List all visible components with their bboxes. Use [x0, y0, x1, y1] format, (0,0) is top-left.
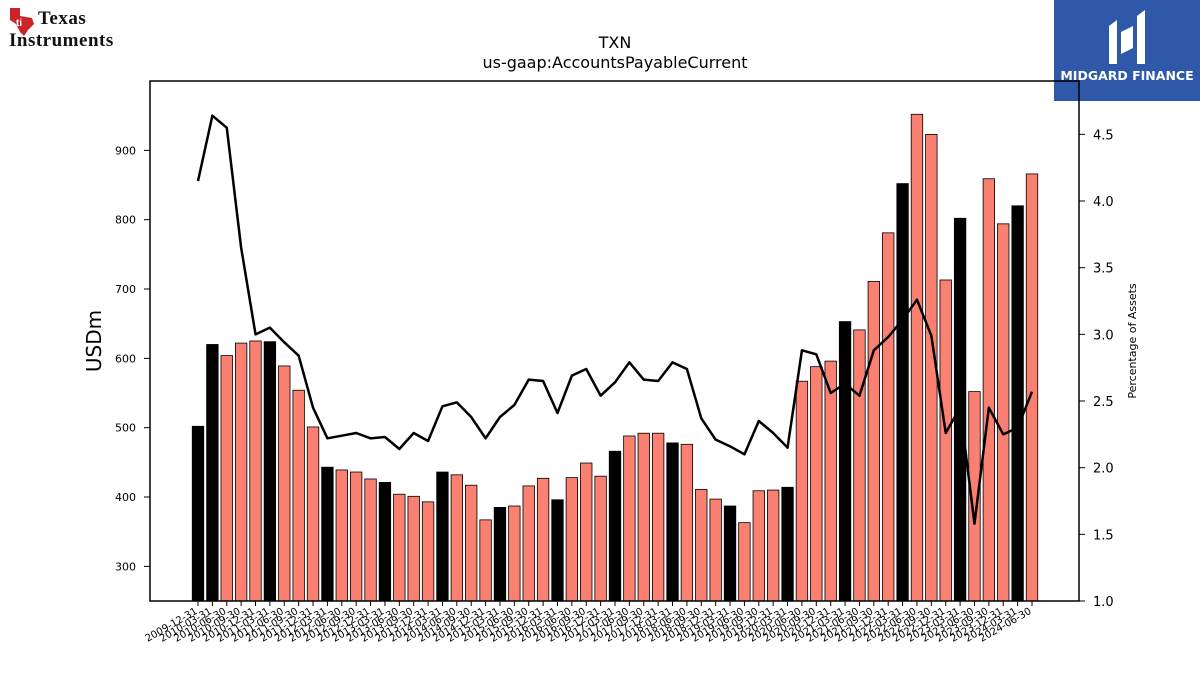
bar-quarter	[249, 340, 262, 602]
bar-quarter	[508, 505, 521, 602]
bar-quarter	[795, 380, 809, 602]
bar-quarter	[421, 501, 435, 602]
bar-quarter	[651, 432, 665, 602]
y-tick-label: 300	[115, 560, 136, 573]
bar-annual	[191, 425, 205, 602]
y2-axis-label: Percentage of Assets	[1126, 283, 1139, 399]
y2-tick-label: 2.5	[1093, 395, 1114, 410]
y2-tick-label: 1.0	[1093, 595, 1114, 610]
bar-quarter	[306, 426, 320, 602]
bar-quarter	[335, 469, 348, 602]
y2-tick-label: 4.5	[1093, 128, 1114, 143]
bar-annual	[896, 183, 909, 602]
bar-quarter	[565, 477, 579, 602]
bar-annual	[493, 506, 507, 602]
bar-quarter	[465, 484, 478, 602]
y2-tick-label: 2.0	[1093, 462, 1114, 477]
bar-quarter	[278, 365, 291, 602]
y-tick-label: 500	[115, 422, 136, 435]
bar-annual	[781, 486, 794, 602]
bar-quarter	[522, 485, 535, 602]
bar-quarter	[982, 178, 996, 602]
bar-annual	[723, 505, 737, 602]
bar-quarter	[350, 471, 363, 602]
bar-quarter	[738, 522, 751, 602]
bar-quarter	[536, 477, 550, 602]
bar-quarter	[594, 475, 607, 602]
ti-logo-line2: Instruments	[9, 30, 114, 51]
bar-quarter	[824, 360, 837, 602]
bar-quarter	[364, 478, 377, 602]
bar-annual	[263, 341, 277, 602]
bar-quarter	[292, 389, 305, 602]
bar-quarter	[680, 443, 694, 602]
bar-quarter	[882, 232, 895, 602]
bar-quarter	[637, 432, 650, 602]
bar-quarter	[810, 366, 823, 602]
midgard-finance-mark-icon	[1109, 10, 1145, 64]
y-axis-right: 1.0 1.5 2.0 2.5 3.0 3.5 4.0 4.5	[1079, 128, 1114, 610]
chart-title: TXN	[598, 33, 632, 52]
bar-annual	[1011, 205, 1024, 602]
midgard-finance-text: MIDGARD FINANCE	[1060, 68, 1194, 83]
y2-tick-label: 3.5	[1093, 262, 1114, 277]
texas-state-icon: ti	[10, 8, 34, 36]
bar-quarter	[1025, 173, 1039, 602]
x-axis: 2009-12-312010-03-312010-06-302010-09-30…	[144, 601, 1034, 645]
bar-quarter	[580, 462, 593, 602]
y-tick-label: 700	[115, 283, 136, 296]
y-tick-label: 400	[115, 491, 136, 504]
y-tick-label: 800	[115, 214, 136, 227]
bar-quarter	[234, 342, 248, 602]
bar-annual	[551, 499, 564, 602]
bar-quarter	[709, 498, 722, 602]
bar-quarter	[752, 490, 765, 602]
bar-annual	[838, 321, 852, 602]
bar-quarter	[393, 493, 406, 602]
bar-quarter	[939, 279, 952, 602]
bar-quarter	[853, 329, 866, 602]
bar-annual	[378, 482, 392, 602]
svg-text:ti: ti	[16, 18, 22, 29]
y2-tick-label: 1.5	[1093, 528, 1114, 543]
y-axis-label: USDm	[82, 310, 106, 372]
bar-annual	[666, 442, 679, 602]
percentage-of-assets-line	[196, 114, 1034, 525]
bar-annual	[206, 344, 219, 602]
texas-instruments-logo: ti Texas Instruments	[6, 4, 141, 52]
ti-logo-line1: Texas	[38, 8, 87, 29]
bar-annual	[321, 466, 334, 602]
chart-subtitle: us-gaap:AccountsPayableCurrent	[482, 53, 747, 72]
y-tick-label: 600	[115, 352, 136, 365]
y2-tick-label: 4.0	[1093, 195, 1114, 210]
bar-annual	[608, 450, 622, 602]
y-tick-label: 900	[115, 144, 136, 157]
y2-tick-label: 3.0	[1093, 328, 1114, 343]
bar-quarter	[910, 113, 924, 602]
bar-quarter	[997, 223, 1010, 602]
bar-quarter	[767, 489, 780, 602]
bar-quarter	[479, 519, 492, 602]
bar-series	[191, 113, 1039, 602]
bar-quarter	[695, 488, 708, 602]
bar-quarter	[623, 435, 636, 602]
bar-quarter	[407, 495, 420, 602]
bar-quarter	[867, 280, 880, 602]
y-axis-left: 300 400 500 600 700 800 900	[115, 144, 150, 573]
bar-quarter	[450, 474, 463, 602]
bar-annual	[436, 471, 449, 602]
bar-quarter	[220, 355, 233, 602]
